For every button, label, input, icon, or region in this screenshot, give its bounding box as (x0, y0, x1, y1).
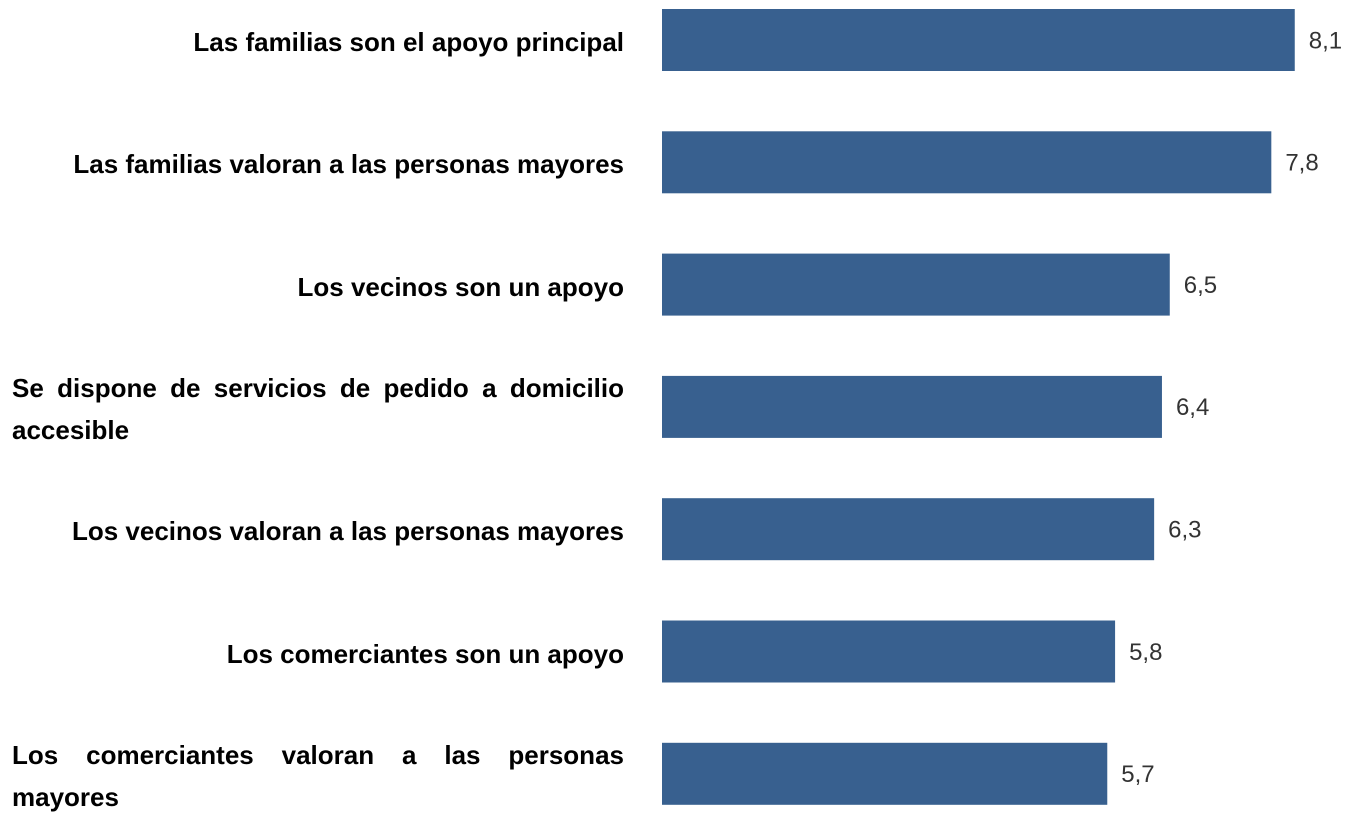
bar (662, 131, 1272, 194)
category-label: Las familias son el apoyo principal (193, 27, 624, 57)
category-label: Las familias valoran a las personas mayo… (73, 149, 624, 180)
category-label: Los vecinos son un apoyo (297, 271, 625, 302)
value-label: 6,4 (1176, 394, 1209, 421)
category-label: Se dispone de servicios de pedido a domi… (12, 372, 624, 445)
bar (662, 253, 1170, 316)
bar (662, 742, 1108, 805)
category-label: Los comerciantes son un apoyo (226, 638, 624, 669)
bar (662, 9, 1295, 71)
value-label: 5,7 (1121, 761, 1154, 788)
value-label: 8,1 (1309, 27, 1342, 54)
value-label: 6,3 (1168, 517, 1201, 544)
bar (662, 498, 1155, 561)
value-label: 6,5 (1184, 272, 1217, 299)
category-label: Los comerciantes valoran a las personas … (12, 739, 624, 812)
bar (662, 375, 1162, 438)
value-label: 7,8 (1285, 150, 1318, 177)
category-label: Los vecinos valoran a las personas mayor… (71, 516, 624, 547)
bar (662, 620, 1116, 683)
value-label: 5,8 (1129, 639, 1162, 666)
